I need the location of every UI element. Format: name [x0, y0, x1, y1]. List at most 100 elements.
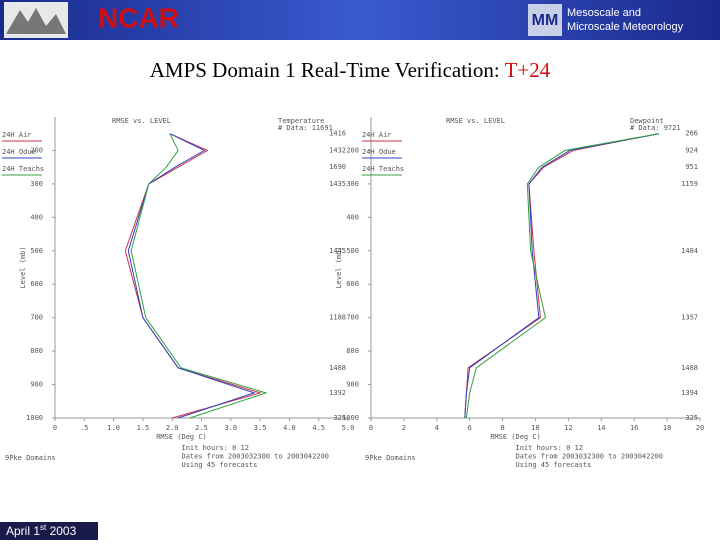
x-tick-label: 4.5 [312, 424, 325, 432]
chart-title: RMSE vs. LEVEL [446, 117, 505, 125]
title-main: AMPS Domain 1 Real-Time Verification: [150, 58, 505, 82]
note: Init hours: 0 12 [182, 444, 249, 452]
domain-note: 9Pke Domains [365, 454, 416, 462]
variable-label: Dewpoint [630, 117, 664, 125]
x-tick-label: 2.5 [195, 424, 208, 432]
y-tick-label: 700 [30, 314, 43, 322]
y-tick-label: 200 [346, 146, 359, 154]
x-tick-label: 14 [597, 424, 605, 432]
y-tick-label: 1000 [26, 414, 43, 422]
count-label: 1188 [329, 314, 346, 322]
division-line: Mesoscale and [567, 7, 641, 19]
x-tick-label: 1.5 [137, 424, 150, 432]
x-tick-label: 18 [663, 424, 671, 432]
legend-label: 24H Air [2, 131, 32, 139]
count-label: 924 [685, 146, 698, 154]
count-label: 325 [333, 414, 346, 422]
legend-label: 24H Air [362, 131, 392, 139]
logo-text: NCAR [98, 2, 179, 33]
mountain-icon [6, 8, 66, 34]
series-line [130, 133, 268, 419]
count-label: 1488 [681, 364, 698, 372]
x-tick-label: 2 [402, 424, 406, 432]
y-tick-label: 300 [346, 180, 359, 188]
x-tick-label: 3.0 [224, 424, 237, 432]
y-tick-label: 800 [346, 347, 359, 355]
series-line [465, 133, 659, 419]
x-axis-label: RMSE (Deg C) [156, 433, 207, 441]
footer-date: April 1st 2003 [6, 523, 77, 538]
x-tick-label: 16 [630, 424, 638, 432]
count-label: 1432 [329, 146, 346, 154]
x-tick-label: 0 [369, 424, 373, 432]
domain-note: 9Pke Domains [5, 454, 56, 462]
slide-title: AMPS Domain 1 Real-Time Verification: T+… [150, 58, 551, 82]
x-tick-label: 5.0 [342, 424, 355, 432]
series-line [124, 133, 262, 419]
y-tick-label: 600 [30, 280, 43, 288]
count-label: 1435 [329, 180, 346, 188]
chart-title: RMSE vs. LEVEL [112, 117, 171, 125]
title-highlight: T+24 [505, 58, 551, 82]
x-tick-label: .5 [80, 424, 88, 432]
x-tick-label: 10 [531, 424, 539, 432]
data-count: # Data: 11691 [278, 124, 333, 132]
y-axis-label: Level (mb) [19, 246, 27, 288]
series-line [464, 133, 659, 419]
note: Using 45 forecasts [182, 461, 258, 469]
y-tick-label: 600 [346, 280, 359, 288]
x-tick-label: 1.0 [107, 424, 120, 432]
footer-month: April 1 [6, 524, 40, 538]
x-tick-label: 2.0 [166, 424, 179, 432]
data-count: # Data: 9721 [630, 124, 681, 132]
y-axis-label: Level (mb) [335, 246, 343, 288]
y-tick-label: 900 [346, 381, 359, 389]
footer-box [0, 522, 98, 540]
count-label: 1357 [681, 314, 698, 322]
y-tick-label: 200 [30, 146, 43, 154]
mmm-logo-text: MM [532, 12, 559, 29]
y-tick-label: 300 [30, 180, 43, 188]
count-label: 951 [685, 163, 698, 171]
x-tick-label: 4.0 [283, 424, 296, 432]
legend-label: 24H Odue [362, 148, 396, 156]
note: Using 45 forecasts [516, 461, 592, 469]
x-tick-label: 8 [500, 424, 504, 432]
division-line: Microscale Meteorology [567, 21, 684, 33]
y-tick-label: 500 [30, 247, 43, 255]
variable-label: Temperature [278, 117, 324, 125]
y-tick-label: 500 [346, 247, 359, 255]
mmm-logo [528, 4, 562, 36]
note: Init hours: 0 12 [516, 444, 583, 452]
count-label: 1445 [329, 247, 346, 255]
legend-label: 24H Odue [2, 148, 36, 156]
y-tick-label: 400 [30, 213, 43, 221]
legend-label: 24H Teachs [2, 165, 44, 173]
y-tick-label: 900 [30, 381, 43, 389]
series-line [464, 133, 659, 419]
count-label: 1488 [329, 364, 346, 372]
footer-year: 2003 [46, 524, 76, 538]
count-label: 1159 [681, 180, 698, 188]
footer-suffix: st [40, 523, 47, 532]
count-label: 1484 [681, 247, 698, 255]
x-tick-label: 20 [696, 424, 704, 432]
x-tick-label: 3.5 [254, 424, 267, 432]
note: Dates from 2003032300 to 2003042200 [516, 453, 664, 461]
count-label: 266 [685, 130, 698, 138]
x-tick-label: 12 [564, 424, 572, 432]
note: Dates from 2003032300 to 2003042200 [182, 453, 330, 461]
x-axis-label: RMSE (Deg C) [490, 433, 541, 441]
count-label: 1416 [329, 130, 346, 138]
x-tick-label: 6 [468, 424, 472, 432]
legend-label: 24H Teachs [362, 165, 404, 173]
y-tick-label: 700 [346, 314, 359, 322]
y-tick-label: 800 [30, 347, 43, 355]
count-label: 1394 [681, 389, 698, 397]
x-tick-label: 4 [435, 424, 439, 432]
y-tick-label: 400 [346, 213, 359, 221]
header-band [0, 0, 720, 40]
x-tick-label: 0 [53, 424, 57, 432]
count-label: 325 [685, 414, 698, 422]
